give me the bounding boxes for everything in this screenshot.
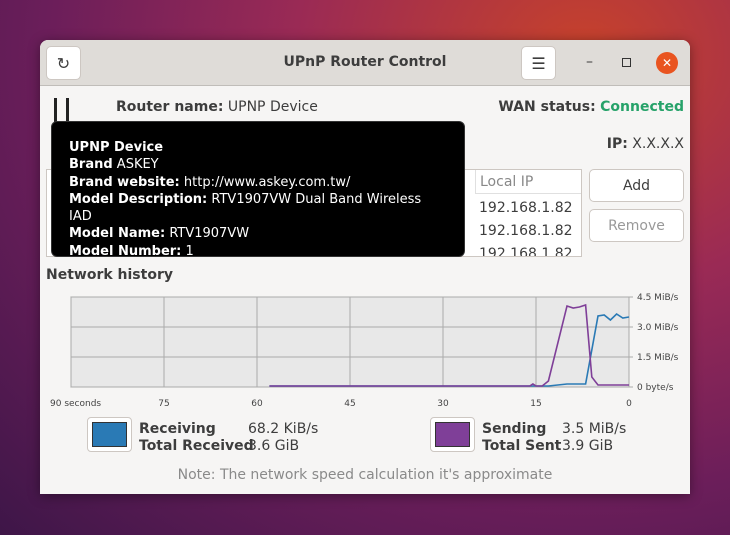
ip-address: IP: X.X.X.X bbox=[606, 136, 684, 152]
minimize-button[interactable]: – bbox=[586, 54, 593, 70]
sending-series-line bbox=[269, 303, 629, 387]
window-title: UPnP Router Control bbox=[283, 54, 447, 70]
app-window: ↻ UPnP Router Control ☰ – ✕ Router name:… bbox=[40, 40, 690, 494]
tooltip-brand: Brand ASKEY bbox=[69, 157, 159, 173]
hamburger-menu-icon: ☰ bbox=[531, 53, 546, 73]
device-tooltip: UPNP Device Brand ASKEY Brand website: h… bbox=[51, 121, 465, 259]
x-tick-label: 90 seconds bbox=[50, 399, 101, 409]
receiving-color-swatch bbox=[87, 417, 132, 452]
tooltip-title: UPNP Device bbox=[69, 140, 164, 155]
network-history-title: Network history bbox=[46, 267, 173, 283]
x-tick-label: 15 bbox=[530, 399, 541, 409]
y-tick-label: 4.5 MiB/s bbox=[637, 293, 679, 303]
tooltip-website: Brand website: http://www.askey.com.tw/ bbox=[69, 174, 351, 190]
menu-button[interactable]: ☰ bbox=[521, 46, 556, 80]
router-icon bbox=[50, 98, 72, 130]
y-tick-label: 1.5 MiB/s bbox=[637, 353, 679, 363]
y-tick-label: 0 byte/s bbox=[637, 383, 674, 393]
x-tick-label: 60 bbox=[251, 399, 263, 409]
close-button[interactable]: ✕ bbox=[656, 52, 678, 74]
refresh-icon: ↻ bbox=[56, 53, 71, 73]
tooltip-model-number: Model Number: 1 bbox=[69, 243, 194, 259]
router-name: Router name: UPNP Device bbox=[116, 99, 318, 115]
maximize-button[interactable] bbox=[622, 58, 631, 67]
receiving-series-line bbox=[269, 312, 630, 387]
table-row[interactable]: 192.168.1.82 bbox=[479, 223, 573, 239]
tooltip-model-name: Model Name: RTV1907VW bbox=[69, 226, 250, 242]
table-row[interactable]: 192.168.1.82 bbox=[479, 246, 573, 257]
wan-status: WAN status: Connected bbox=[498, 99, 684, 115]
approximation-note: Note: The network speed calculation it's… bbox=[177, 467, 553, 483]
remove-button[interactable]: Remove bbox=[589, 209, 684, 242]
receiving-values: 68.2 KiB/s 3.6 GiB bbox=[248, 421, 319, 454]
sending-color-swatch bbox=[430, 417, 475, 452]
sending-values: 3.5 MiB/s 3.9 GiB bbox=[562, 421, 627, 454]
close-icon: ✕ bbox=[661, 56, 673, 70]
table-row[interactable]: 192.168.1.82 bbox=[479, 200, 573, 216]
refresh-button[interactable]: ↻ bbox=[46, 46, 81, 80]
column-header-local-ip[interactable]: Local IP bbox=[475, 170, 581, 194]
receiving-labels: Receiving Total Received bbox=[139, 421, 254, 454]
title-bar: ↻ UPnP Router Control ☰ – ✕ bbox=[40, 40, 690, 86]
sending-labels: Sending Total Sent bbox=[482, 421, 562, 454]
add-button[interactable]: Add bbox=[589, 169, 684, 202]
x-tick-label: 0 bbox=[626, 399, 632, 409]
y-tick-label: 3.0 MiB/s bbox=[637, 323, 679, 333]
x-tick-label: 75 bbox=[158, 399, 169, 409]
x-tick-label: 45 bbox=[344, 399, 355, 409]
tooltip-description: Model Description: RTV1907VW Dual Band W… bbox=[69, 191, 422, 225]
x-tick-label: 30 bbox=[437, 399, 449, 409]
